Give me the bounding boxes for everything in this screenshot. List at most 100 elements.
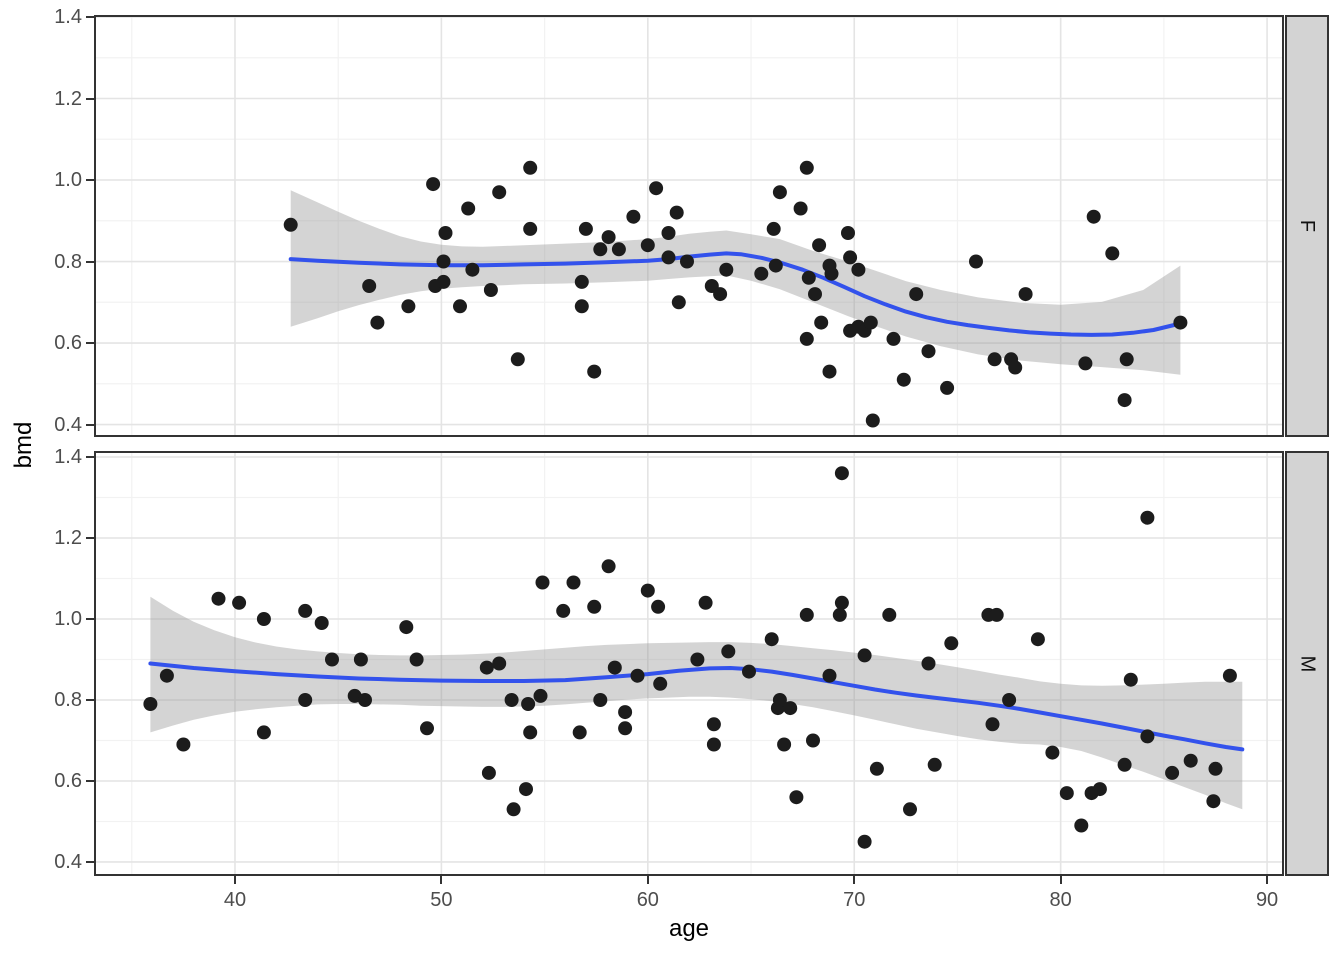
data-point xyxy=(985,717,1000,732)
data-point xyxy=(506,802,521,817)
data-point xyxy=(566,575,581,590)
y-tick-label: 1.0 xyxy=(54,169,82,191)
y-tick-label: 0.6 xyxy=(54,332,82,355)
x-tick-mark xyxy=(1266,876,1269,884)
data-point xyxy=(298,693,313,707)
data-point xyxy=(799,160,814,175)
data-point xyxy=(438,226,453,240)
data-point xyxy=(1183,753,1198,768)
y-tick-label: 0.8 xyxy=(54,250,82,273)
data-point xyxy=(989,607,1004,622)
y-tick-label: 0.6 xyxy=(54,769,82,792)
data-point xyxy=(869,761,884,776)
data-point xyxy=(661,250,676,265)
data-point xyxy=(401,299,416,314)
data-point xyxy=(593,242,608,257)
data-point xyxy=(314,616,329,630)
data-point xyxy=(719,262,734,277)
data-point xyxy=(1117,393,1132,408)
data-point xyxy=(523,725,538,740)
y-tick-mark xyxy=(86,260,94,263)
facet-strip-M: M xyxy=(1285,451,1329,876)
data-point xyxy=(806,733,820,748)
data-point xyxy=(523,160,538,175)
data-point xyxy=(481,765,496,780)
data-point xyxy=(841,226,855,240)
data-point xyxy=(521,697,536,711)
data-point xyxy=(801,270,816,285)
y-tick-mark xyxy=(86,179,94,181)
data-point xyxy=(461,201,476,216)
data-point xyxy=(671,295,686,310)
data-point xyxy=(969,254,983,269)
y-tick-label: 0.4 xyxy=(54,850,82,873)
data-point xyxy=(863,315,878,330)
data-point xyxy=(822,668,837,683)
x-axis-title: age xyxy=(668,915,710,942)
data-point xyxy=(661,226,676,240)
data-point xyxy=(298,603,313,618)
x-tick-mark xyxy=(646,876,649,884)
y-tick-label: 1.2 xyxy=(54,87,82,110)
y-tick-mark xyxy=(86,536,94,539)
data-point xyxy=(483,283,498,297)
data-point xyxy=(630,668,645,683)
panel-facet-F xyxy=(94,15,1284,437)
data-point xyxy=(927,757,942,772)
data-point xyxy=(783,701,798,716)
data-point xyxy=(492,185,507,200)
data-point xyxy=(886,331,901,346)
data-point xyxy=(1002,693,1017,707)
y-tick-label: 1.4 xyxy=(54,5,82,28)
data-point xyxy=(766,221,781,236)
data-point xyxy=(211,591,226,606)
data-point xyxy=(713,287,728,302)
panel-border xyxy=(94,451,1284,876)
y-tick-mark xyxy=(86,617,94,620)
y-tick-mark xyxy=(86,860,94,863)
data-point xyxy=(1045,745,1060,760)
y-tick-label: 0.8 xyxy=(54,688,82,711)
data-point xyxy=(706,737,721,752)
data-point xyxy=(1074,818,1089,833)
y-tick-mark xyxy=(86,342,94,345)
data-point xyxy=(358,693,372,707)
data-point xyxy=(1173,315,1188,330)
data-point xyxy=(1222,668,1237,683)
data-point xyxy=(812,238,827,253)
data-point xyxy=(882,607,897,622)
y-tick-label: 1.0 xyxy=(54,607,82,630)
data-point xyxy=(669,205,684,220)
x-tick-label: 50 xyxy=(430,889,453,911)
data-point xyxy=(1078,356,1093,371)
data-point xyxy=(618,721,633,736)
data-point xyxy=(556,603,571,618)
data-point xyxy=(649,181,664,196)
x-tick-label: 80 xyxy=(1049,889,1072,911)
data-point xyxy=(772,693,787,707)
data-point xyxy=(1105,246,1120,261)
data-point xyxy=(896,372,911,387)
x-tick-label: 70 xyxy=(843,889,866,911)
data-point xyxy=(690,652,705,667)
data-point xyxy=(533,688,548,703)
data-point xyxy=(409,652,424,667)
x-tick-label: 60 xyxy=(636,889,659,911)
data-point xyxy=(618,705,633,720)
data-point xyxy=(857,834,872,849)
data-point xyxy=(426,177,441,192)
y-tick-mark xyxy=(86,455,94,458)
data-point xyxy=(1117,757,1132,772)
data-point xyxy=(523,221,538,236)
data-point xyxy=(940,380,955,395)
data-point xyxy=(754,266,769,281)
facet-strip-label-F: F xyxy=(1296,219,1318,233)
y-tick-mark xyxy=(86,779,94,782)
smooth-line xyxy=(148,661,1245,752)
data-point xyxy=(587,599,602,614)
data-point xyxy=(1008,360,1023,375)
x-tick-mark xyxy=(233,876,236,884)
y-tick-label: 1.2 xyxy=(54,526,82,549)
data-point xyxy=(921,656,936,671)
data-point xyxy=(362,279,377,293)
